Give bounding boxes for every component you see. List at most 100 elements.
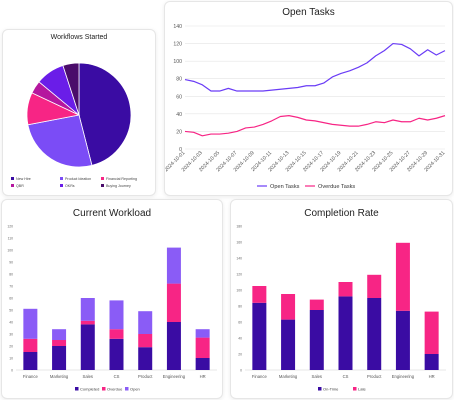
bar-segment [309, 299, 324, 310]
bar-segment [166, 322, 181, 370]
y-tick-label: 120 [236, 273, 242, 277]
legend-swatch [101, 177, 104, 180]
y-tick-label: 30 [9, 333, 13, 337]
open-tasks-title: Open Tasks [282, 7, 335, 18]
y-tick-label: 120 [173, 42, 182, 48]
bar-segment [195, 337, 210, 358]
bar-segment [367, 274, 382, 298]
legend-label: Overdue [107, 387, 123, 392]
bar-segment [281, 294, 296, 320]
open-tasks-card: Open Tasks 0 20 40 60 80 100 120 140 2024-10-01 2… [164, 1, 453, 196]
completion-rate-title: Completion Rate [304, 208, 379, 219]
current-workload-title: Current Workload [72, 208, 152, 219]
completion-rate-chart: 0 20 40 60 80 100 120 140 160 180 Finance Marketing… [236, 225, 446, 392]
y-tick-label: 90 [9, 261, 13, 265]
legend-label: QBR [16, 184, 24, 188]
legend-swatch [75, 387, 79, 391]
x-tick-label: Marketing [50, 374, 69, 379]
bar-segment [166, 283, 181, 322]
x-tick-label: Marketing [279, 374, 298, 379]
x-tick-label: HR [200, 374, 206, 379]
bar-segment [80, 320, 95, 325]
y-tick-label: 20 [176, 129, 182, 135]
bar-segment [23, 338, 38, 352]
bar-segment [80, 298, 95, 321]
x-tick-label: CS [114, 374, 120, 379]
current-workload-card: Current Workload 0 10 20 30 40 50 60 70 80 90 100 1… [1, 199, 223, 399]
legend-swatch [60, 177, 63, 180]
x-tick-label: Finance [23, 374, 39, 379]
x-tick-label: Finance [252, 374, 268, 379]
y-tick-label: 120 [7, 225, 13, 229]
legend-label: OKRs [65, 184, 75, 188]
bar-segment [338, 282, 353, 297]
x-tick-label: CS [343, 374, 349, 379]
pie-slice [27, 114, 93, 168]
y-tick-label: 50 [9, 309, 13, 313]
bar-segment [52, 340, 67, 346]
y-tick-label: 160 [236, 241, 242, 245]
legend-label: New Hire [16, 177, 31, 181]
legend-swatch [353, 387, 357, 391]
series-line [184, 115, 446, 137]
bar-segment [166, 247, 181, 284]
bar-segment [395, 310, 410, 370]
legend-swatch [318, 387, 322, 391]
bar-segment [80, 324, 95, 370]
legend-swatch [60, 184, 63, 187]
series-line [184, 42, 446, 92]
y-tick-label: 60 [176, 94, 182, 100]
legend-swatch [11, 177, 14, 180]
x-tick-label: Engineering [392, 374, 415, 379]
x-tick-label: Product [138, 374, 153, 379]
bar-segment [109, 300, 124, 330]
bar-segment [338, 296, 353, 370]
legend-label: Overdue Tasks [318, 184, 355, 190]
bar-segment [23, 308, 38, 339]
legend-swatch [102, 387, 106, 391]
legend-label: On-Time [323, 387, 339, 392]
y-tick-label: 80 [238, 305, 242, 309]
legend-swatch [11, 184, 14, 187]
x-tick-label: Engineering [163, 374, 186, 379]
open-tasks-chart: 0204060801001201402024-10-012024-10-0320… [165, 24, 446, 190]
bar-segment [138, 334, 153, 348]
x-tick-label: Sales [312, 374, 322, 379]
legend-label: Completed [80, 387, 99, 392]
y-tick-label: 70 [9, 285, 13, 289]
y-tick-label: 40 [238, 337, 242, 341]
x-tick-label: HR [429, 374, 435, 379]
bar-segment [138, 347, 153, 370]
legend-label: Open [130, 387, 140, 392]
pie-slice [62, 62, 80, 116]
x-tick-label: Sales [83, 374, 93, 379]
y-tick-label: 180 [236, 225, 242, 229]
y-tick-label: 20 [238, 353, 242, 357]
bar-segment [23, 352, 38, 370]
legend-swatch [125, 387, 129, 391]
y-tick-label: 60 [9, 297, 13, 301]
legend-label: Late [358, 387, 367, 392]
y-tick-label: 0 [11, 369, 13, 373]
x-tick-label: Product [367, 374, 382, 379]
legend-swatch [101, 184, 104, 187]
current-workload-chart: 0 10 20 30 40 50 60 70 80 90 100 110 120 Finance Marke… [7, 225, 217, 392]
workflows-started-title: Workflows Started [50, 34, 108, 41]
workflows-started-card: Workflows Started New Hire Product Ideati… [2, 29, 156, 196]
y-tick-label: 20 [9, 345, 13, 349]
legend-label: Buying Journey [106, 184, 131, 188]
pie-slice [78, 62, 132, 166]
y-tick-label: 10 [9, 357, 13, 361]
bar-segment [252, 286, 267, 303]
legend-label: Financial Reporting [106, 177, 137, 181]
legend-label: Product Ideation [65, 177, 91, 181]
y-tick-label: 40 [176, 112, 182, 118]
bar-segment [52, 329, 67, 340]
bar-segment [138, 311, 153, 334]
y-tick-label: 100 [7, 249, 13, 253]
completion-rate-card: Completion Rate 0 20 40 60 80 100 120 140 160 180… [230, 199, 453, 399]
bar-segment [395, 242, 410, 311]
y-tick-label: 0 [240, 369, 242, 373]
y-tick-label: 80 [176, 77, 182, 83]
y-tick-label: 110 [8, 237, 14, 241]
